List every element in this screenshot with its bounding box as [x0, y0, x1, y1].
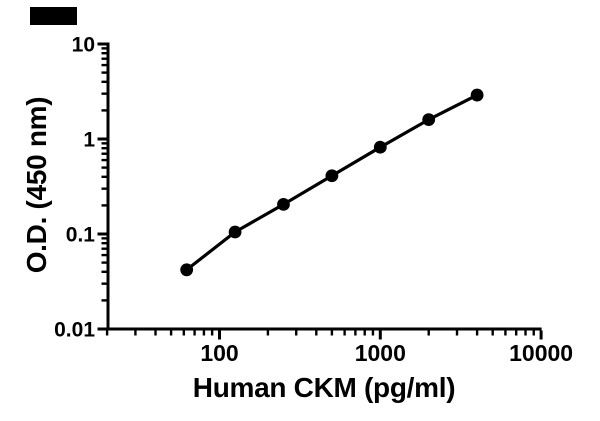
- data-point-marker: [373, 140, 387, 154]
- x-tick-label: 10000: [509, 340, 573, 366]
- y-tick-label: 0.1: [66, 224, 96, 247]
- x-tick-label: 1000: [355, 340, 406, 366]
- y-tick-label: 10: [72, 34, 95, 57]
- x-axis-title: Human CKM (pg/ml): [193, 372, 455, 403]
- y-tick-label: 1: [83, 129, 95, 152]
- data-point-marker: [470, 88, 484, 102]
- data-point-marker: [422, 113, 436, 127]
- y-tick-label: 0.01: [54, 319, 95, 342]
- data-point-marker: [180, 263, 194, 277]
- data-point-marker: [277, 197, 290, 211]
- y-axis-title: O.D. (450 nm): [21, 97, 52, 274]
- data-point-marker: [228, 225, 242, 239]
- data-point-marker: [325, 169, 339, 183]
- x-tick-label: 100: [200, 340, 238, 366]
- redaction-box: [30, 7, 77, 25]
